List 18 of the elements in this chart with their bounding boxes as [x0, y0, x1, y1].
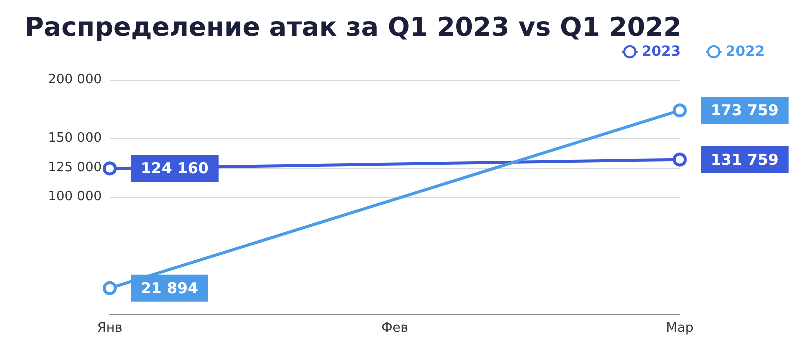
data-label: 131 759	[711, 150, 779, 169]
data-label: 21 894	[141, 279, 198, 298]
data-label: 173 759	[711, 102, 779, 120]
point	[673, 104, 687, 118]
x-tick-label: Янв	[97, 321, 123, 336]
chart-title: Распределение атак за Q1 2023 vs Q1 2022	[25, 13, 682, 43]
legend-label: 2023	[642, 44, 682, 60]
y-tick-label: 150 000	[48, 131, 102, 146]
point	[673, 152, 687, 167]
point	[103, 281, 117, 296]
y-tick-label: 125 000	[48, 160, 102, 176]
point	[103, 162, 117, 176]
x-tick-label: Мар	[666, 321, 694, 336]
x-tick-label: Фев	[382, 321, 408, 336]
data-label: 124 160	[141, 160, 209, 178]
y-tick-label: 100 000	[48, 190, 102, 204]
legend-label: 2022	[726, 44, 766, 60]
y-tick-label: 200 000	[48, 72, 102, 88]
